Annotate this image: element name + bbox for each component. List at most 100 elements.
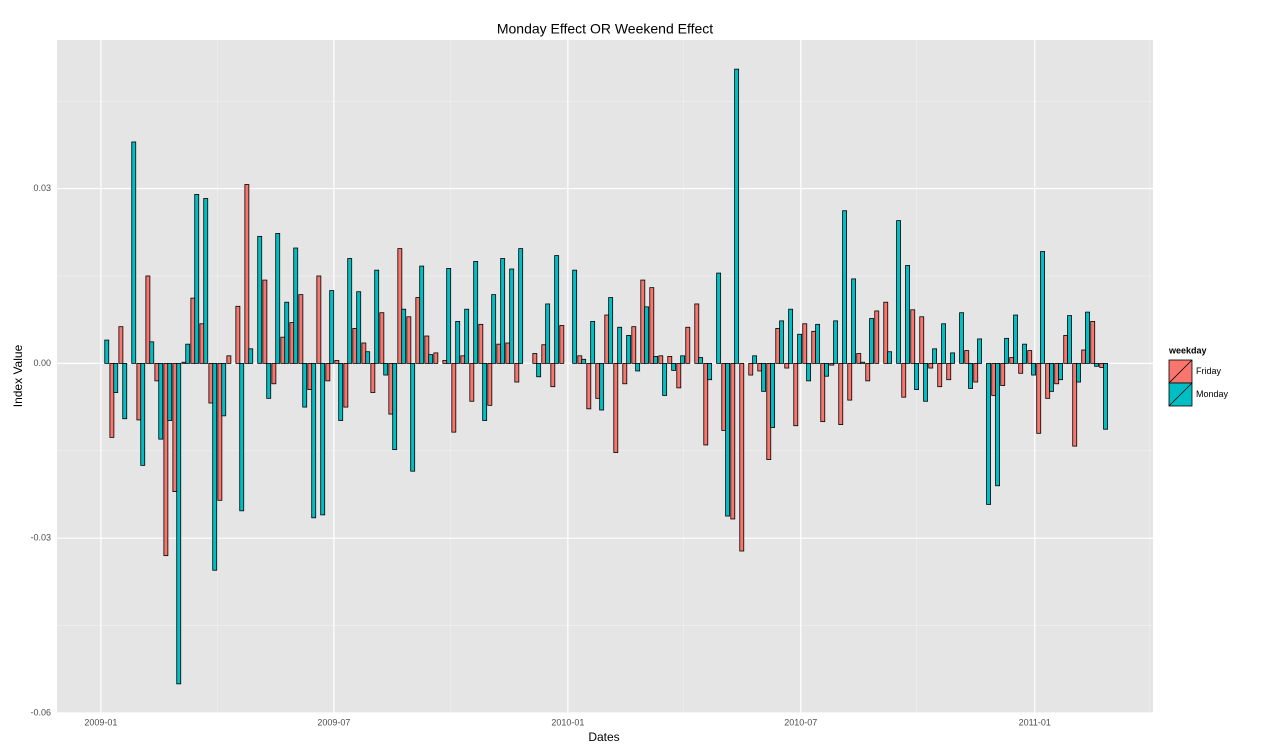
bar [379, 312, 385, 364]
bar [586, 362, 592, 410]
bar [869, 318, 875, 364]
bar [496, 343, 502, 364]
bar [838, 362, 844, 425]
bar [491, 294, 497, 364]
bar [1103, 362, 1108, 430]
bar [145, 275, 151, 364]
bar [1031, 362, 1036, 376]
bar [419, 265, 425, 364]
bar [307, 362, 313, 391]
bar [406, 316, 412, 364]
bar [959, 312, 964, 364]
bar [896, 220, 902, 364]
bar [343, 362, 349, 408]
bar [257, 235, 263, 364]
bar [752, 355, 758, 364]
bar [905, 265, 911, 364]
bar [802, 323, 808, 364]
bar [455, 321, 461, 364]
bar [788, 308, 794, 364]
bar [226, 355, 232, 364]
y-tick-label: -0.06 [30, 707, 51, 717]
bar [532, 353, 538, 364]
bar [608, 297, 614, 364]
bar [1009, 357, 1015, 364]
bar [550, 362, 556, 388]
bar [626, 335, 632, 364]
bar [784, 362, 790, 369]
bar [1036, 362, 1042, 434]
bar [847, 362, 853, 401]
bar [779, 320, 785, 364]
bar [131, 141, 137, 364]
bar [977, 338, 982, 364]
bar [289, 322, 295, 364]
bar [451, 362, 457, 433]
bar [154, 362, 160, 382]
bar [199, 323, 205, 364]
bar [109, 362, 115, 438]
bar [590, 321, 596, 364]
y-tick-label: -0.03 [30, 533, 51, 543]
bar [1054, 362, 1060, 385]
y-tick-label: 0.00 [33, 358, 51, 368]
bar [1072, 362, 1078, 447]
bar [365, 351, 371, 364]
bar [622, 362, 628, 385]
bar [1058, 362, 1063, 381]
chart-title: Monday Effect OR Weekend Effect [497, 21, 713, 37]
bar [1045, 362, 1051, 399]
bar [505, 342, 511, 364]
bar [374, 269, 380, 364]
bar [514, 362, 520, 383]
bar [311, 362, 317, 519]
bar [833, 320, 839, 364]
bar [176, 362, 182, 685]
legend-title: weekday [1168, 345, 1207, 355]
bar [1004, 337, 1009, 364]
bar [1022, 343, 1027, 364]
bar [995, 362, 1000, 487]
bar [271, 362, 277, 385]
bar [757, 362, 763, 372]
bar [775, 328, 781, 364]
bar [248, 348, 254, 364]
bar [442, 360, 448, 364]
bar [149, 341, 155, 364]
bar [424, 335, 430, 364]
bar [815, 323, 821, 364]
bar [730, 362, 736, 520]
bar [658, 355, 664, 364]
bar [1013, 314, 1018, 364]
bar [964, 350, 970, 364]
bar [541, 344, 547, 364]
bar [518, 248, 524, 364]
legend-key-slash [1168, 359, 1193, 384]
bar [361, 342, 367, 364]
bar [352, 328, 358, 364]
bar [1000, 362, 1006, 386]
bar [104, 339, 110, 364]
bar [244, 184, 250, 364]
bar [446, 268, 452, 364]
bar [487, 362, 493, 406]
bar [284, 301, 290, 364]
bar [572, 269, 578, 364]
bar [973, 362, 979, 383]
bar [874, 310, 880, 364]
x-tick-label: 2010-07 [784, 717, 817, 727]
bar [181, 361, 187, 364]
bar [469, 362, 475, 402]
bar [761, 362, 767, 392]
bar [1081, 349, 1087, 364]
bar [707, 362, 713, 381]
bar [118, 326, 124, 364]
legend-label: Monday [1196, 389, 1229, 399]
bar [770, 362, 776, 428]
bar [221, 362, 227, 417]
bar [937, 362, 943, 388]
bar [901, 362, 907, 398]
bar [734, 68, 740, 364]
bar [262, 279, 268, 364]
